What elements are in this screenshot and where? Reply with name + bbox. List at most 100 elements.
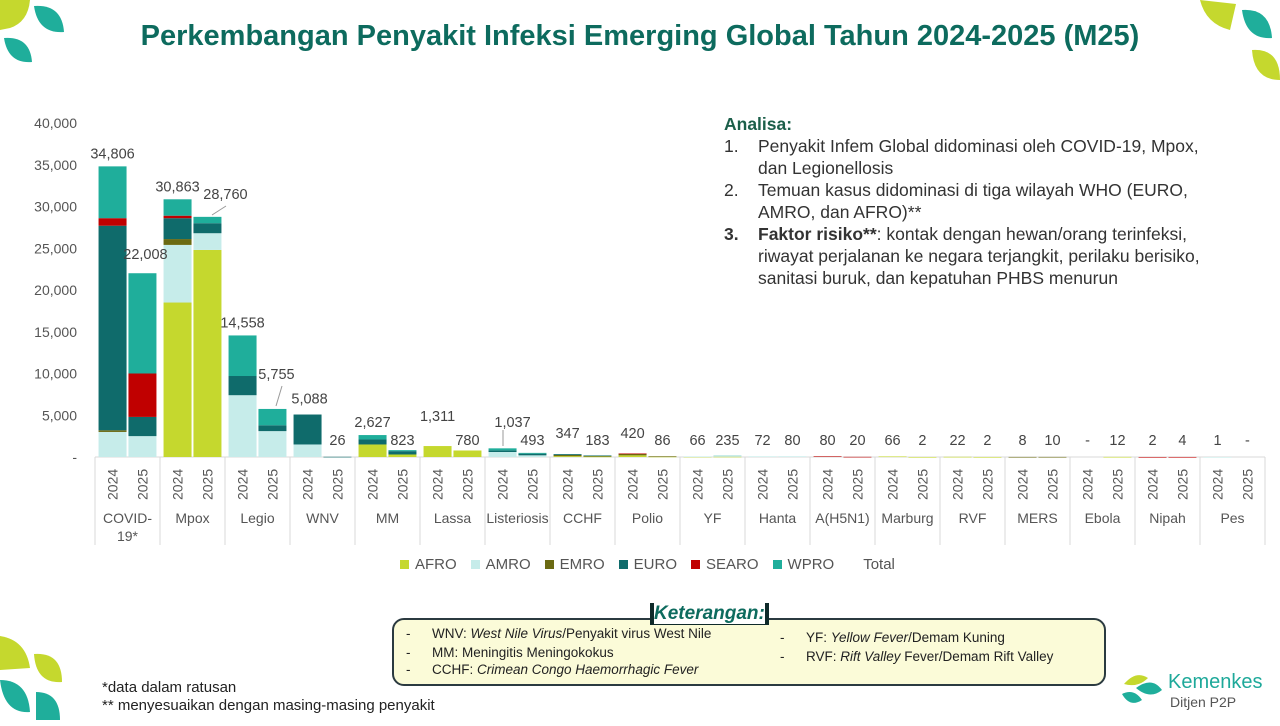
bar-segment-wpro [163, 199, 192, 216]
bar-segment-euro [128, 416, 157, 437]
analysis-item-number: 2. [724, 180, 739, 200]
notes-title: Keterangan: [650, 603, 769, 625]
bar-segment-wpro [128, 273, 157, 374]
category-label: MERS [1017, 510, 1057, 526]
total-data-label: 86 [654, 433, 670, 449]
bar-segment-emro [553, 454, 582, 457]
total-data-label: 1,037 [494, 415, 530, 431]
year-tick-label: 2025 [849, 469, 865, 500]
category-label: CCHF [563, 510, 602, 526]
year-tick-label: 2024 [885, 469, 901, 500]
stacked-bar-chart: - 5,000 10,000 15,000 20,000 25,000 30,000 35,0… [34, 115, 1266, 545]
chart-bars [98, 166, 1232, 458]
bar-segment-amro [128, 436, 157, 457]
analysis-item-text: : kontak dengan hewan/orang terinfeksi, … [758, 224, 1200, 288]
note-item: - YF: Yellow Fever/Demam Kuning [780, 630, 1005, 645]
note-desc: Crimean Congo Haemorrhagic Fever [477, 662, 699, 677]
page-title: Perkembangan Penyakit Infeksi Emerging G… [140, 20, 1140, 52]
year-tick-label: 2024 [105, 469, 121, 500]
legend-item-amro: AMRO [470, 556, 531, 573]
category-label: MM [376, 510, 399, 526]
legend-swatch [470, 560, 480, 569]
bar-segment-afro [163, 302, 192, 457]
bar-segment-amro [228, 395, 257, 457]
y-tick-label: 30,000 [34, 199, 77, 215]
bar-segment-euro [583, 455, 612, 457]
category-label: COVID- [103, 510, 152, 526]
bar-segment-emro [583, 455, 612, 457]
bar-segment-amro [163, 244, 192, 303]
total-data-label: 493 [520, 433, 544, 449]
bar-segment-amro [98, 431, 127, 457]
bar-segment-afro [908, 456, 937, 458]
year-tick-label: 2025 [1174, 469, 1190, 500]
legend-item-euro: EURO [618, 556, 678, 573]
legend-label: EURO [633, 556, 678, 573]
note-abbr: RVF: [806, 649, 841, 664]
corner-leaf-top-right-icon [1200, 0, 1280, 80]
bar-segment-emro [618, 453, 647, 456]
bar-segment-emro [1038, 456, 1067, 458]
category-label: Polio [632, 510, 663, 526]
legend-swatch [618, 560, 628, 569]
category-label: 19* [117, 528, 139, 544]
legend-label: Total [863, 556, 895, 573]
year-tick-label: 2025 [1044, 469, 1060, 500]
analysis-item-number: 1. [724, 136, 739, 156]
total-data-label: 5,088 [291, 392, 327, 408]
year-tick-label: 2024 [300, 469, 316, 500]
legend-item-afro: AFRO [400, 556, 457, 573]
category-label: Lassa [434, 510, 472, 526]
category-label: Nipah [1149, 510, 1186, 526]
corner-leaf-top-left-icon [0, 0, 64, 63]
year-tick-label: 2024 [755, 469, 771, 500]
bar-segment-amro [193, 233, 222, 250]
note-abbr: MM: [432, 645, 462, 660]
note-item: - MM: Meningitis Meningokokus [406, 645, 614, 660]
year-tick-label: 2024 [365, 469, 381, 500]
category-label: Pes [1220, 510, 1244, 526]
bar-segment-afro [648, 456, 677, 458]
year-tick-label: 2025 [459, 469, 475, 500]
legend-swatch [544, 560, 554, 569]
bar-segment-amro [1203, 456, 1232, 458]
legend-item-wpro: WPRO [772, 556, 834, 573]
year-tick-label: 2024 [235, 469, 251, 500]
note-desc: West Nile Virus [470, 626, 563, 641]
year-tick-label: 2025 [264, 469, 280, 500]
y-tick-label: 5,000 [42, 407, 77, 423]
note-abbr: YF: [806, 630, 831, 645]
leader-line [275, 385, 283, 407]
bar-segment-afro [583, 456, 612, 458]
y-tick-label: 15,000 [34, 324, 77, 340]
legend-swatch [772, 560, 782, 569]
note-item: - RVF: Rift Valley Fever/Demam Rift Valle… [780, 649, 1053, 664]
note-item: - WNV: West Nile Virus/Penyakit virus Wes… [406, 626, 711, 641]
category-label: Legio [240, 510, 274, 526]
corner-leaf-bottom-left-icon [0, 636, 62, 720]
chart-labels: 34,806 22,008 30,863 28,760 14,558 5,755 5,088… [90, 146, 1250, 449]
bar-segment-euro [98, 225, 127, 431]
note-desc: Meningitis Meningokokus [462, 645, 614, 660]
legend-swatch [691, 560, 701, 569]
total-data-label: 780 [455, 433, 479, 449]
note-abbr: CCHF: [432, 662, 477, 677]
total-data-label: 347 [555, 426, 579, 442]
brand-subtitle: Ditjen P2P [1170, 694, 1237, 710]
note-desc: Rift Valley [840, 649, 901, 664]
year-tick-label: 2024 [170, 469, 186, 500]
legend-item-emro: EMRO [544, 556, 605, 573]
y-tick-label: 35,000 [34, 157, 77, 173]
total-data-label: 66 [884, 433, 900, 449]
year-tick-label: 2025 [654, 469, 670, 500]
bar-segment-afro [423, 446, 452, 457]
bar-segment-searo [843, 456, 872, 458]
analysis-item-text: Penyakit Infem Global didominasi oleh CO… [758, 136, 1199, 178]
analysis-item-text: Temuan kasus didominasi di tiga wilayah … [758, 180, 1188, 222]
total-data-label: 2 [1149, 433, 1157, 449]
bar-segment-afro [453, 450, 482, 457]
bar-segment-amro [258, 431, 287, 457]
bar-segment-euro [293, 414, 322, 445]
y-tick-label: - [72, 449, 77, 465]
legend-item-total: Total [848, 556, 895, 573]
